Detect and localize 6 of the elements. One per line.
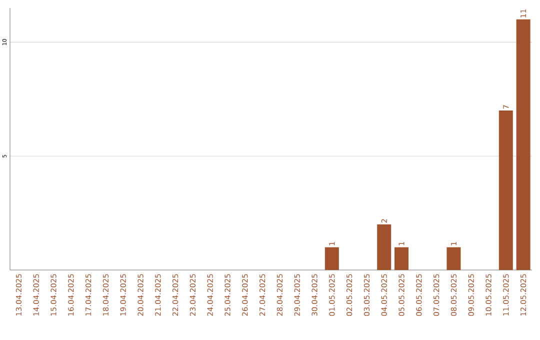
bar [446,247,461,270]
bar [498,110,513,270]
bar [516,19,530,270]
bar [324,247,339,270]
bar [377,224,392,270]
bar [394,247,409,270]
